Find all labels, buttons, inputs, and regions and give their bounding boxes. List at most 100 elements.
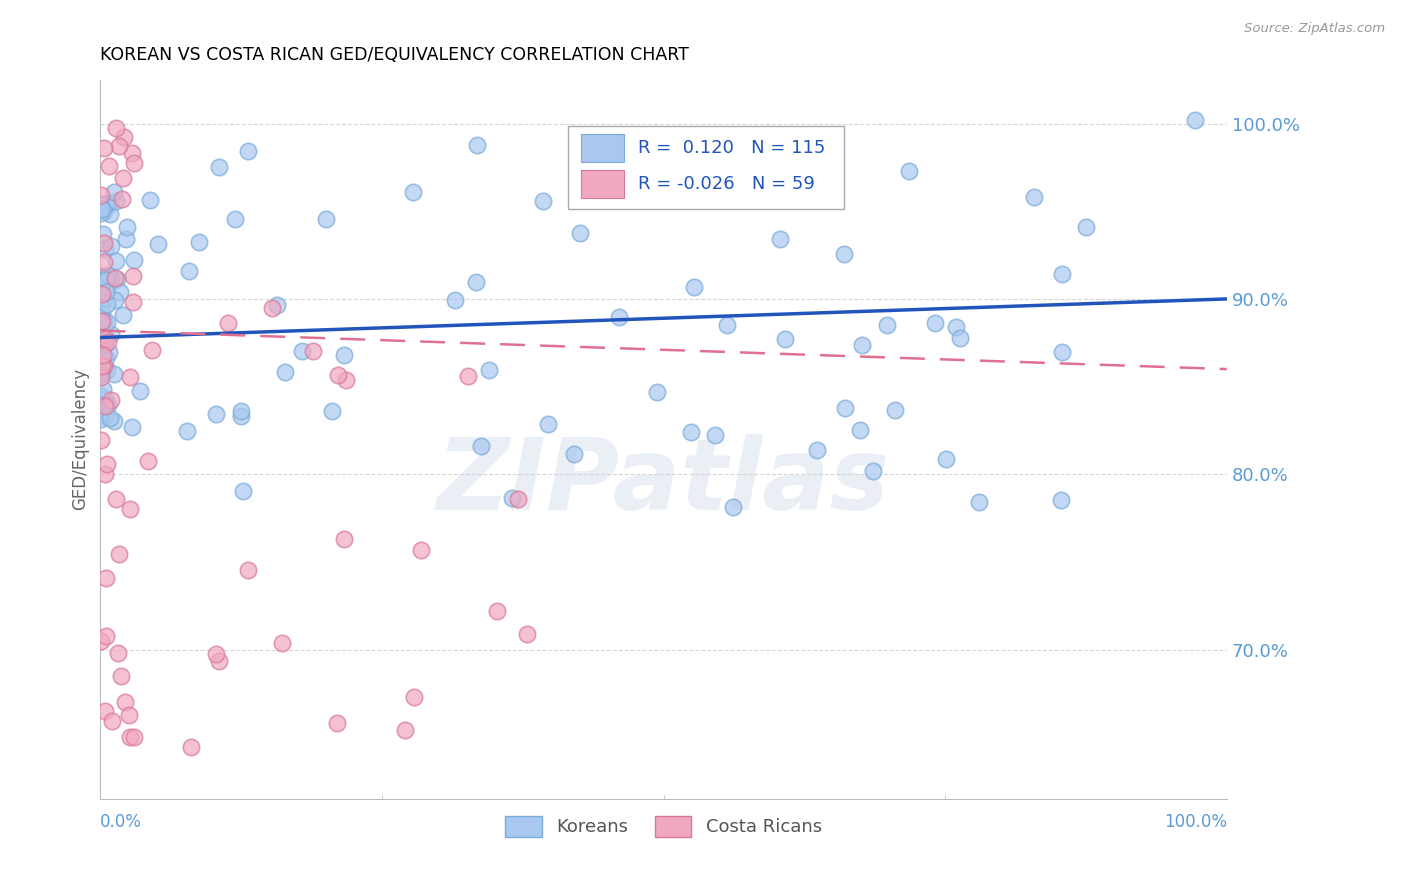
Point	[122, 252, 145, 267]
Point	[949, 331, 972, 345]
Point	[1074, 220, 1097, 235]
Point	[180, 740, 202, 755]
Point	[93, 292, 115, 306]
Point	[679, 154, 702, 169]
Point	[94, 336, 117, 351]
Point	[97, 344, 120, 359]
Point	[91, 348, 114, 362]
Point	[96, 331, 118, 345]
Point	[683, 279, 706, 293]
FancyBboxPatch shape	[568, 127, 844, 209]
Point	[806, 442, 828, 457]
Point	[501, 491, 523, 505]
Point	[90, 206, 112, 220]
Point	[104, 271, 127, 285]
Point	[107, 547, 129, 561]
Point	[94, 273, 117, 287]
Point	[849, 424, 872, 438]
Point	[98, 411, 121, 425]
Point	[96, 285, 118, 300]
Point	[90, 412, 112, 426]
Point	[136, 454, 159, 468]
Point	[270, 636, 292, 650]
Point	[326, 716, 349, 731]
Point	[93, 359, 115, 374]
Point	[90, 369, 112, 384]
Point	[465, 275, 488, 289]
Point	[96, 197, 118, 211]
Text: 100.0%: 100.0%	[1164, 813, 1227, 830]
Point	[96, 278, 118, 293]
Point	[208, 160, 231, 174]
Point	[91, 306, 114, 320]
Text: KOREAN VS COSTA RICAN GED/EQUIVALENCY CORRELATION CHART: KOREAN VS COSTA RICAN GED/EQUIVALENCY CO…	[100, 46, 689, 64]
Point	[111, 171, 134, 186]
Point	[112, 130, 135, 145]
Point	[335, 373, 357, 387]
Bar	[581, 170, 624, 198]
Point	[832, 246, 855, 260]
Point	[176, 424, 198, 438]
Point	[562, 447, 585, 461]
Point	[1052, 268, 1074, 282]
Point	[333, 348, 356, 362]
Point	[91, 287, 114, 301]
Point	[94, 243, 117, 257]
Point	[516, 627, 538, 641]
Point	[104, 254, 127, 268]
Point	[93, 204, 115, 219]
Point	[110, 669, 132, 683]
Y-axis label: GED/Equivalency: GED/Equivalency	[72, 368, 89, 510]
Point	[236, 144, 259, 158]
Point	[117, 219, 139, 234]
Point	[716, 318, 738, 333]
Point	[101, 714, 124, 728]
Text: Source: ZipAtlas.com: Source: ZipAtlas.com	[1244, 22, 1385, 36]
Text: 0.0%: 0.0%	[100, 813, 142, 830]
Legend: Koreans, Costa Ricans: Koreans, Costa Ricans	[498, 808, 830, 844]
Point	[967, 495, 990, 509]
Point	[118, 501, 141, 516]
Point	[93, 704, 115, 718]
Point	[97, 398, 120, 412]
Text: ZIPatlas: ZIPatlas	[437, 434, 890, 531]
Point	[394, 723, 416, 738]
Point	[104, 293, 127, 307]
Point	[291, 344, 314, 359]
Point	[91, 362, 114, 376]
Point	[122, 268, 145, 283]
Point	[90, 389, 112, 403]
Point	[569, 226, 592, 240]
Point	[478, 363, 501, 377]
Point	[862, 464, 884, 478]
Point	[645, 384, 668, 399]
Point	[96, 315, 118, 329]
Point	[834, 401, 856, 416]
Point	[96, 362, 118, 376]
Point	[273, 365, 295, 379]
Point	[485, 604, 508, 618]
Point	[103, 185, 125, 199]
Point	[90, 188, 112, 202]
Point	[118, 730, 141, 744]
Point	[111, 308, 134, 322]
Point	[508, 492, 530, 507]
Text: R =  0.120   N = 115: R = 0.120 N = 115	[638, 139, 825, 157]
Point	[103, 367, 125, 381]
Point	[851, 338, 873, 352]
Point	[404, 690, 426, 704]
Point	[105, 492, 128, 507]
Point	[93, 197, 115, 211]
Bar	[581, 135, 624, 161]
Point	[531, 194, 554, 209]
Point	[122, 731, 145, 745]
Point	[205, 407, 228, 421]
Point	[96, 296, 118, 310]
Point	[262, 301, 284, 315]
Point	[107, 139, 129, 153]
Point	[117, 707, 139, 722]
Point	[98, 196, 121, 211]
Point	[91, 382, 114, 396]
Point	[96, 457, 118, 471]
Point	[333, 533, 356, 547]
